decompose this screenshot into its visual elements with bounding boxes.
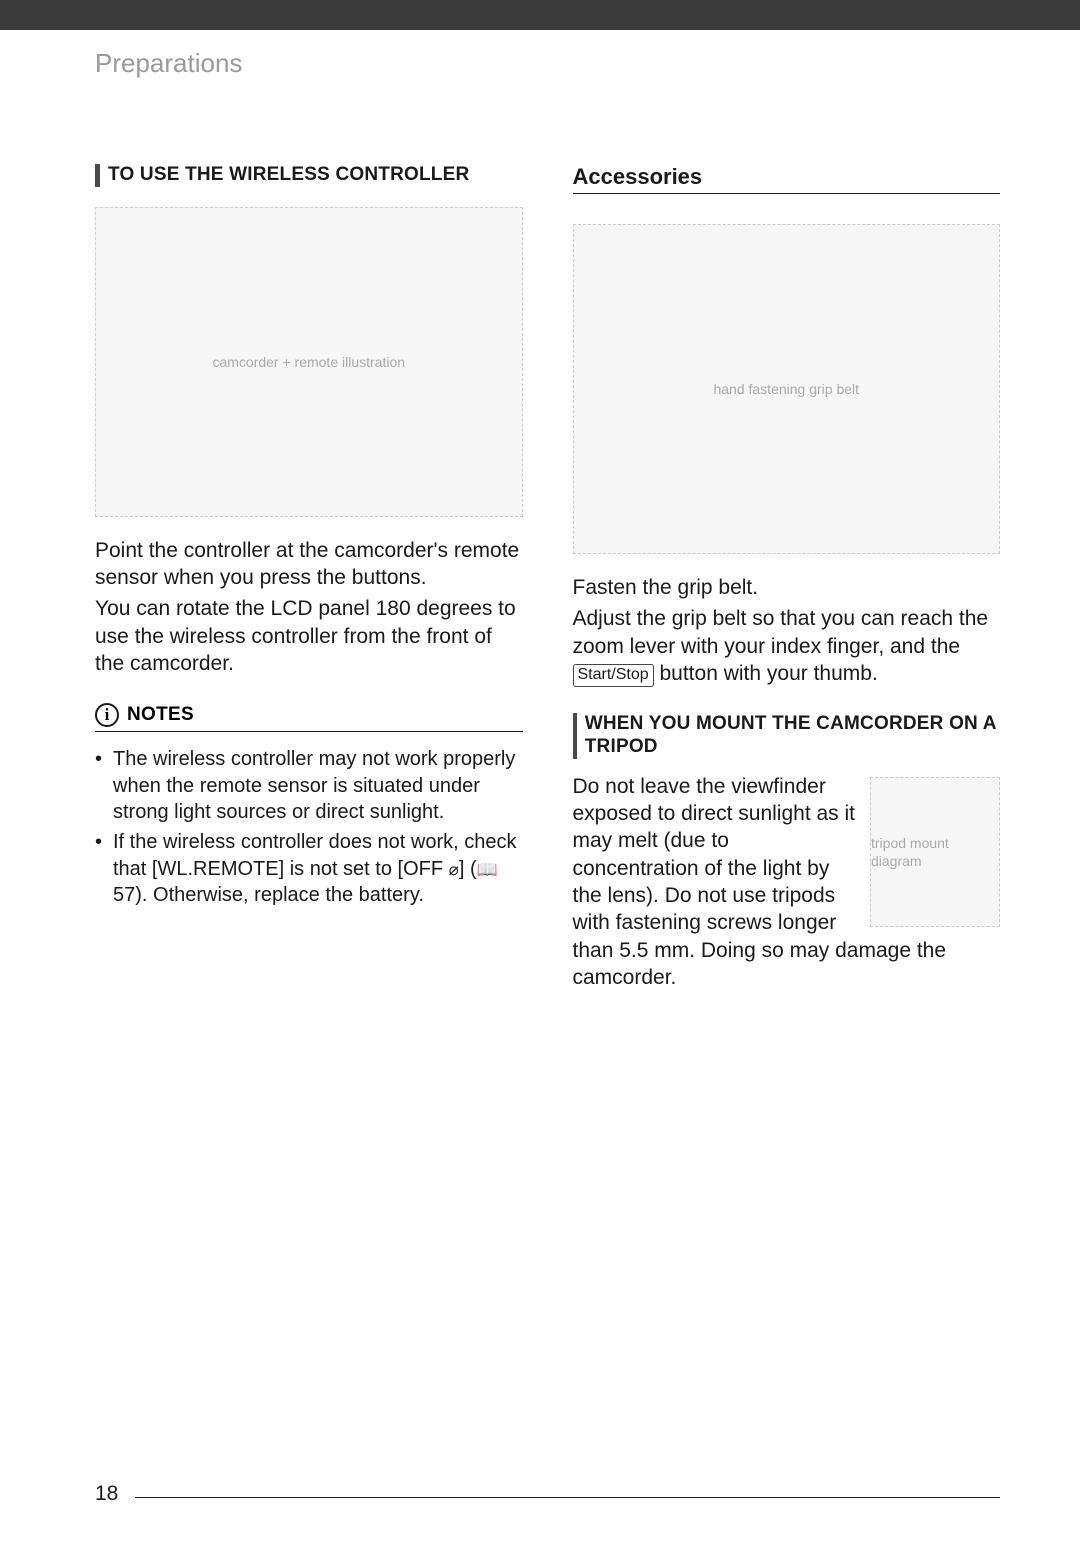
- grip-p2-a: Adjust the grip belt so that you can rea…: [573, 607, 989, 657]
- info-icon: i: [95, 703, 119, 727]
- wireless-para-1: Point the controller at the camcorder's …: [95, 537, 523, 592]
- wireless-controller-illustration: camcorder + remote illustration: [95, 207, 523, 517]
- right-column: Accessories hand fastening grip belt Fas…: [573, 164, 1001, 991]
- tripod-section: WHEN YOU MOUNT THE CAMCORDER ON A TRIPOD…: [573, 713, 1001, 991]
- note-item-2: If the wireless controller does not work…: [95, 829, 523, 908]
- grip-para-1: Fasten the grip belt.: [573, 574, 1001, 601]
- notes-list: The wireless controller may not work pro…: [95, 746, 523, 908]
- heading-text: WHEN YOU MOUNT THE CAMCORDER ON A TRIPOD: [585, 713, 1000, 759]
- note-item-1: The wireless controller may not work pro…: [95, 746, 523, 825]
- remote-off-icon: ⌀: [449, 859, 459, 881]
- illustration-placeholder: hand fastening grip belt: [573, 224, 1001, 554]
- accessories-title: Accessories: [573, 164, 1001, 194]
- tripod-illustration: tripod mount diagram: [870, 777, 1000, 927]
- notes-label: NOTES: [127, 704, 194, 726]
- note2-part-c: 57). Otherwise, replace the battery.: [113, 884, 424, 906]
- start-stop-button-label: Start/Stop: [573, 664, 654, 687]
- page-rule: [135, 1497, 1000, 1498]
- notes-heading: i NOTES: [95, 703, 523, 732]
- page-section-header: Preparations: [0, 30, 1080, 79]
- heading-text: TO USE THE WIRELESS CONTROLLER: [108, 164, 469, 187]
- tripod-heading: WHEN YOU MOUNT THE CAMCORDER ON A TRIPOD: [573, 713, 1001, 759]
- grip-p2-b: button with your thumb.: [654, 662, 878, 685]
- page-ref-icon: 📖: [477, 859, 498, 881]
- grip-belt-illustration: hand fastening grip belt: [573, 224, 1001, 554]
- grip-para-2: Adjust the grip belt so that you can rea…: [573, 605, 1001, 687]
- page-number: 18: [95, 1482, 118, 1506]
- tripod-paragraph: tripod mount diagram Do not leave the vi…: [573, 773, 1001, 991]
- left-column: TO USE THE WIRELESS CONTROLLER camcorder…: [95, 164, 523, 991]
- heading-bar-icon: [95, 164, 100, 187]
- note2-part-b: ] (: [459, 858, 477, 880]
- heading-bar-icon: [573, 713, 577, 759]
- content-area: TO USE THE WIRELESS CONTROLLER camcorder…: [0, 79, 1080, 991]
- wireless-para-2: You can rotate the LCD panel 180 degrees…: [95, 595, 523, 677]
- top-bar: [0, 0, 1080, 30]
- wireless-controller-heading: TO USE THE WIRELESS CONTROLLER: [95, 164, 523, 187]
- illustration-placeholder: camcorder + remote illustration: [95, 207, 523, 517]
